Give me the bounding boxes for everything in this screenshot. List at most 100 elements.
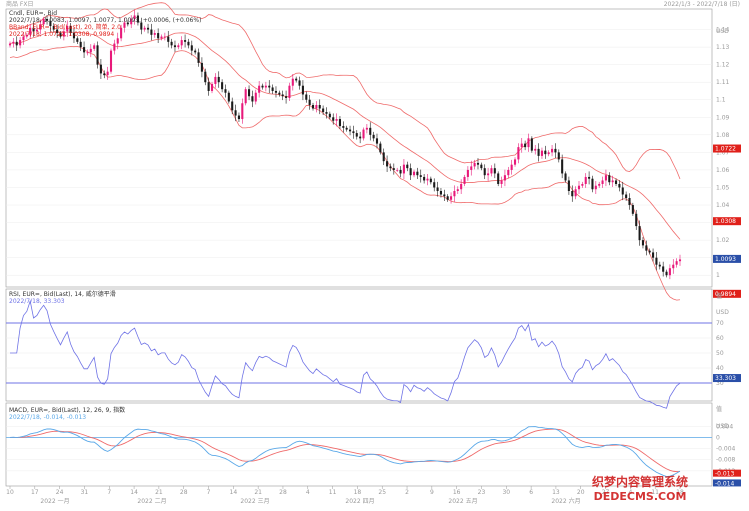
candle-body: [173, 45, 177, 48]
candle-body: [120, 27, 123, 39]
price-tag: [713, 217, 741, 226]
candle-body: [513, 159, 517, 165]
candle-body: [248, 89, 251, 97]
candle-body: [170, 41, 173, 46]
candle-body: [540, 150, 544, 156]
candle-body: [96, 45, 99, 65]
candle-body: [56, 29, 59, 34]
price-tick-label: 1: [716, 272, 720, 279]
candle-body: [237, 115, 240, 120]
candle-body: [190, 45, 193, 51]
x-day-label: 4: [306, 489, 310, 496]
candle-body: [631, 205, 634, 214]
candle-body: [109, 50, 113, 72]
candle-body: [372, 134, 375, 139]
candle-body: [217, 76, 220, 83]
candle-body: [332, 117, 335, 121]
candle-body: [305, 94, 308, 100]
candle-body: [439, 190, 442, 195]
candle-body: [450, 196, 453, 200]
macd-tick-label: -0.004: [716, 446, 736, 453]
candle-body: [311, 105, 315, 109]
macd-tag-label: -0.013: [715, 471, 735, 478]
candle-body: [234, 110, 237, 116]
candle-body: [460, 183, 463, 190]
candles: [8, 9, 682, 280]
candle-body: [645, 245, 648, 251]
candle-body: [470, 166, 473, 170]
candle-body: [200, 62, 203, 72]
candle-body: [628, 198, 631, 206]
candle-body: [369, 127, 372, 135]
x-day-label: 20: [577, 489, 585, 496]
candle-body: [503, 175, 506, 181]
candle-body: [483, 168, 486, 176]
candle-body: [567, 180, 570, 191]
candle-body: [301, 85, 304, 95]
candle-body: [258, 85, 261, 93]
x-day-label: 23: [478, 489, 486, 496]
x-day-label: 18: [676, 489, 684, 496]
candle-body: [291, 78, 294, 86]
candle-body: [42, 19, 45, 25]
candle-body: [335, 119, 338, 121]
candle-body: [39, 24, 42, 30]
candle-body: [665, 271, 668, 276]
x-day-label: 18: [354, 489, 362, 496]
candle-body: [655, 257, 658, 265]
candle-body: [635, 213, 638, 227]
candle-body: [244, 89, 247, 104]
candle-body: [359, 136, 362, 139]
candle-body: [19, 40, 22, 46]
candle-body: [527, 138, 530, 148]
price-tick-label: 1.1: [716, 97, 726, 104]
price-ohlc: 2022/7/18, 1.0083, 1.0097, 1.0077, 1.009…: [9, 17, 201, 24]
rsi-tick-label: 50: [716, 350, 724, 357]
x-month-label: 2022 二月: [137, 498, 166, 505]
candle-body: [547, 152, 550, 155]
candle-body: [507, 169, 510, 176]
macd-tick-label: 0.004: [716, 423, 733, 430]
rsi-currency: USD: [716, 309, 729, 316]
price-tag: [713, 254, 741, 263]
candle-body: [72, 33, 76, 39]
price-title: Cndl, EUR=, Bid: [9, 10, 57, 17]
price-tag-label: 0.9894: [715, 291, 736, 298]
price-tick-label: 1.07: [716, 149, 730, 156]
candle-body: [551, 148, 554, 153]
x-day-label: 7: [107, 489, 111, 496]
candle-body: [406, 164, 409, 169]
candle-body: [412, 171, 416, 176]
price-tick-label: 1.05: [716, 184, 730, 191]
candle-body: [93, 45, 96, 49]
candle-body: [574, 189, 577, 197]
rsi-tick-label: 40: [716, 365, 724, 372]
candle-body: [554, 148, 557, 153]
x-month-label: 2022 三月: [240, 498, 269, 505]
price-tag: [713, 144, 741, 153]
candle-body: [288, 85, 291, 98]
candle-body: [564, 173, 567, 181]
price-tags: 1.0722 1.0308 1.0093 0.9894: [713, 144, 741, 298]
candle-body: [355, 133, 358, 137]
candle-body: [389, 166, 392, 169]
candle-body: [231, 101, 234, 111]
candle-body: [184, 40, 187, 42]
candle-body: [35, 29, 38, 32]
candle-body: [588, 176, 591, 179]
candle-body: [672, 264, 675, 269]
candle-body: [419, 175, 422, 177]
candle-body: [345, 127, 348, 130]
price-tag-label: 1.0093: [715, 256, 736, 263]
x-day-label: 14: [130, 489, 138, 496]
candle-body: [103, 73, 106, 76]
candle-body: [463, 176, 466, 184]
candle-body: [278, 92, 281, 95]
candle-body: [591, 178, 594, 190]
candle-body: [349, 129, 352, 132]
x-day-label: 14: [230, 489, 238, 496]
macd-title: MACD, EUR=, Bid(Last), 12, 26, 9, 指数: [9, 406, 125, 414]
candle-body: [641, 240, 645, 246]
